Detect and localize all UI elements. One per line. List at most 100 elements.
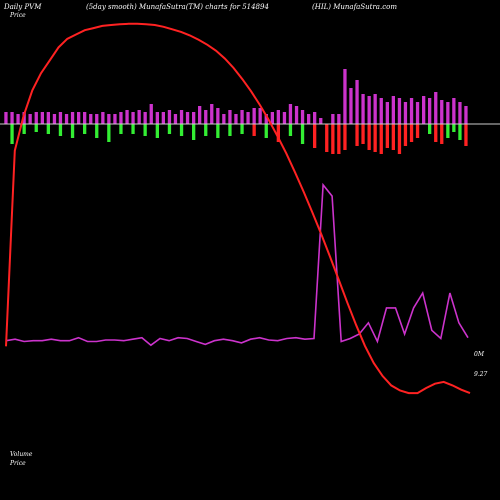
volume-bar-up [28,114,32,124]
volume-bar-up [58,112,63,124]
volume-bar-up [464,106,468,124]
volume-bar-up [125,110,129,124]
volume-bar-up [216,108,220,124]
volume-bar-down [70,124,75,138]
volume-bar-up [107,114,111,124]
volume-bar-up [198,106,202,124]
volume-bar-up [367,96,371,124]
volume-bar-up [422,96,426,124]
volume-bar-down [379,124,383,154]
volume-bar-down [46,124,50,134]
volume-bar-up [276,110,280,124]
legend-volume: Volume [10,451,33,458]
volume-bar-down [415,124,420,138]
volume-bar-down [325,124,329,152]
volume-bar-up [258,108,262,124]
volume-bar-up [313,112,317,124]
volume-bar-up [173,114,178,124]
volume-bar-up [222,114,226,124]
volume-bar-up [440,100,444,124]
volume-bar-down [276,124,280,142]
volume-bar-up [319,118,323,124]
volume-bar-down [331,124,335,154]
volume-bar-up [16,114,20,124]
volume-bar-up [185,112,190,124]
volume-bar-up [446,102,450,124]
volume-bar-up [210,104,214,124]
volume-bar-up [385,102,389,124]
volume-bar-down [337,124,341,154]
volume-bar-up [409,98,414,124]
volume-bar-up [246,112,250,124]
volume-bar-up [337,114,341,124]
volume-bar-down [34,124,38,132]
volume-bar-up [131,112,135,124]
volume-bar-up [391,96,395,124]
volume-bar-down [355,124,359,146]
header-left: Daily PVM [3,3,42,11]
price-line [5,22,471,395]
volume-bar-down [264,124,268,138]
volume-bar-up [167,110,172,124]
volume-bar-up [282,112,287,124]
legend-price: Price [9,12,26,19]
volume-bar-up [288,104,293,124]
volume-bar-up [4,112,8,124]
volume-bar-up [428,98,432,124]
volume-bar-up [343,69,347,124]
volume-bar-up [361,94,365,124]
header-center: (5day smooth) MunafaSutra(TM) charts for… [86,3,269,11]
volume-bar-down [446,124,450,138]
volume-bar-down [434,124,438,142]
volume-bar-up [331,114,335,124]
volume-bar-down [167,124,172,134]
volume-bar-down [428,124,432,134]
volume-bar-up [101,112,105,124]
legend-price-bottom: Price [9,460,26,467]
volume-bar-up [379,98,383,124]
volume-bars [4,69,468,154]
volume-bar-up [77,112,81,124]
volume-bar-down [464,124,468,146]
volume-bar-down [107,124,111,142]
volume-bar-up [119,112,123,124]
volume-bar-down [252,124,256,136]
value-label-price: 9.27 [474,371,488,378]
volume-bar-down [216,124,220,138]
volume-bar-up [397,98,402,124]
volume-bar-up [137,110,141,124]
volume-line [5,182,469,347]
volume-bar-down [343,124,347,150]
volume-bar-up [270,112,274,124]
volume-bar-down [403,124,408,146]
volume-bar-down [391,124,395,150]
volume-bar-down [288,124,293,136]
volume-bar-down [22,124,26,134]
volume-bar-down [385,124,389,148]
header-right: (HIL) MunafaSutra.com [312,3,397,11]
volume-bar-down [131,124,135,134]
volume-bar-up [349,88,353,124]
volume-bar-up [83,112,87,124]
volume-bar-up [192,112,196,124]
volume-bar-up [64,114,69,124]
volume-bar-up [161,112,165,124]
volume-bar-down [361,124,365,144]
volume-bar-down [95,124,99,138]
volume-bar-up [179,110,184,124]
volume-bar-down [397,124,402,154]
volume-bar-up [10,112,14,124]
volume-bar-up [458,102,462,124]
volume-bar-up [355,80,359,124]
volume-bar-up [155,112,159,124]
volume-bar-up [143,112,147,124]
volume-bar-up [40,112,44,124]
volume-bar-down [228,124,232,136]
volume-bar-up [113,114,117,124]
volume-bar-down [458,124,462,140]
volume-bar-up [204,110,208,124]
volume-bar-down [10,124,14,144]
volume-bar-down [143,124,147,136]
